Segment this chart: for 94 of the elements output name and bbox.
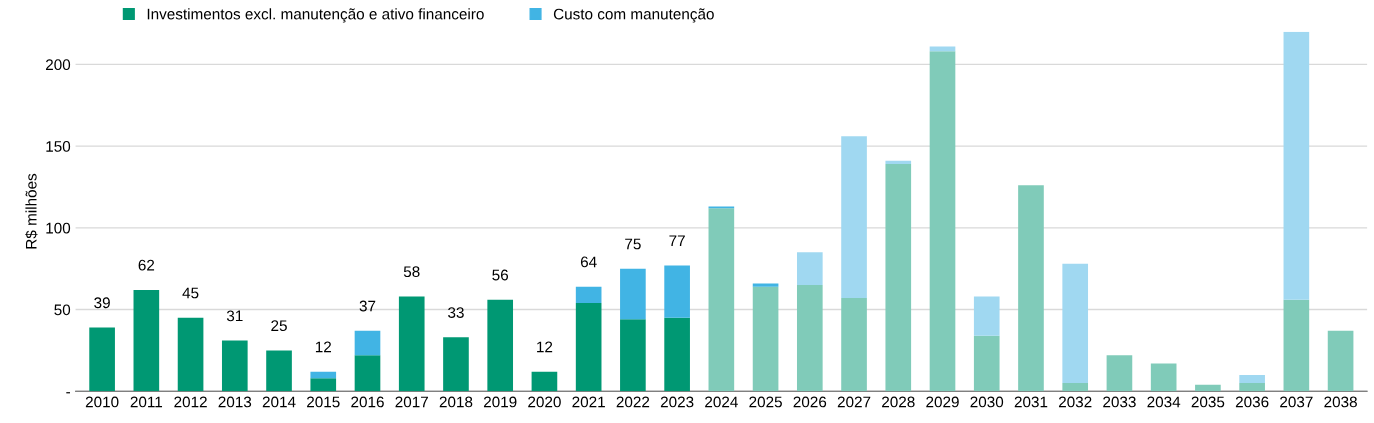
bar bbox=[443, 337, 469, 392]
bar bbox=[929, 46, 956, 52]
bar bbox=[487, 299, 514, 392]
bar bbox=[796, 285, 823, 392]
bar bbox=[221, 340, 248, 392]
total-label: 33 bbox=[448, 307, 464, 318]
x-tick-label: 2035 bbox=[1191, 396, 1225, 408]
x-tick-label: 2017 bbox=[395, 396, 428, 408]
x-tick-label: 2023 bbox=[660, 396, 694, 408]
bar bbox=[885, 160, 912, 165]
y-tick-label: 50 bbox=[54, 304, 71, 316]
total-label: 39 bbox=[94, 297, 110, 309]
bar bbox=[398, 296, 425, 392]
y-tick-label: 150 bbox=[46, 140, 71, 152]
bar bbox=[575, 286, 602, 304]
x-tick-label: 2016 bbox=[351, 396, 384, 408]
x-tick-label: 2019 bbox=[483, 396, 517, 408]
x-tick-label: 2030 bbox=[970, 396, 1004, 408]
total-label: 56 bbox=[492, 269, 509, 281]
bar bbox=[354, 330, 381, 356]
bar bbox=[1106, 355, 1133, 392]
bar bbox=[752, 283, 779, 287]
x-tick-label: 2036 bbox=[1235, 396, 1269, 408]
legend-label: Investimentos excl. manutenção e ativo financeiro bbox=[147, 8, 484, 23]
x-tick-label: 2013 bbox=[218, 396, 252, 408]
x-tick-label: 2010 bbox=[85, 396, 119, 408]
bar bbox=[531, 371, 558, 392]
bar bbox=[1239, 374, 1265, 384]
x-tick-label: 2015 bbox=[307, 396, 340, 408]
bar bbox=[1195, 384, 1221, 392]
x-tick-label: 2037 bbox=[1280, 396, 1313, 408]
bar bbox=[1327, 330, 1354, 392]
legend-label: Custo com manutenção bbox=[553, 8, 714, 23]
x-tick-label: 2024 bbox=[705, 396, 738, 408]
bar bbox=[664, 265, 690, 318]
bar bbox=[1239, 383, 1265, 392]
bar bbox=[664, 317, 690, 392]
bar bbox=[310, 378, 337, 392]
bar bbox=[310, 371, 337, 379]
total-label: 31 bbox=[226, 310, 243, 322]
bar bbox=[1283, 299, 1310, 392]
x-tick-label: 2026 bbox=[793, 396, 827, 408]
x-tick-label: 2031 bbox=[1014, 396, 1048, 408]
x-tick-label: 2014 bbox=[262, 396, 296, 408]
y-tick-label: 100 bbox=[46, 222, 71, 234]
x-tick-label: 2033 bbox=[1103, 396, 1136, 408]
x-tick-label: 2025 bbox=[749, 396, 782, 408]
bar bbox=[620, 319, 646, 392]
bar bbox=[973, 296, 1000, 336]
bar bbox=[1062, 383, 1089, 392]
x-tick-label: 2012 bbox=[174, 396, 207, 408]
bar bbox=[973, 335, 1000, 392]
total-label: 45 bbox=[182, 287, 199, 299]
bar bbox=[708, 208, 735, 392]
y-axis-title: R$ milhões bbox=[25, 173, 38, 249]
x-tick-label: 2021 bbox=[572, 396, 605, 408]
x-tick-label: 2020 bbox=[528, 396, 561, 408]
bar bbox=[796, 252, 823, 286]
bar bbox=[575, 303, 602, 392]
x-tick-label: 2011 bbox=[130, 396, 163, 408]
bar bbox=[841, 298, 867, 392]
bar bbox=[620, 268, 646, 320]
x-tick-label: 2027 bbox=[837, 396, 871, 408]
total-label: 37 bbox=[359, 300, 376, 312]
bar bbox=[841, 136, 867, 299]
bar bbox=[266, 350, 292, 392]
total-label: 64 bbox=[580, 256, 597, 268]
bar bbox=[1283, 31, 1310, 300]
total-label: 25 bbox=[271, 320, 287, 332]
x-tick-label: 2034 bbox=[1147, 396, 1181, 408]
bar bbox=[89, 327, 115, 392]
bar bbox=[1018, 185, 1044, 392]
total-label: 75 bbox=[625, 238, 641, 250]
bar bbox=[929, 51, 956, 392]
x-tick-label: 2038 bbox=[1324, 396, 1357, 408]
x-tick-label: 2032 bbox=[1058, 396, 1092, 408]
x-tick-label: 2022 bbox=[616, 396, 650, 408]
bar bbox=[885, 164, 912, 392]
bar bbox=[133, 289, 160, 392]
bar bbox=[1150, 363, 1177, 392]
total-label: 58 bbox=[403, 266, 420, 278]
bar bbox=[1062, 263, 1089, 384]
bar bbox=[177, 317, 204, 392]
bar bbox=[752, 286, 779, 392]
y-tick-label: 200 bbox=[45, 59, 71, 71]
bar bbox=[354, 355, 381, 392]
total-label: 12 bbox=[315, 341, 331, 353]
total-label: 77 bbox=[669, 235, 685, 246]
x-tick-label: 2029 bbox=[926, 396, 959, 408]
total-label: 62 bbox=[138, 259, 155, 271]
y-tick-label: - bbox=[66, 392, 71, 394]
x-tick-label: 2028 bbox=[882, 396, 915, 408]
total-label: 12 bbox=[537, 341, 553, 353]
x-tick-label: 2018 bbox=[439, 396, 473, 408]
